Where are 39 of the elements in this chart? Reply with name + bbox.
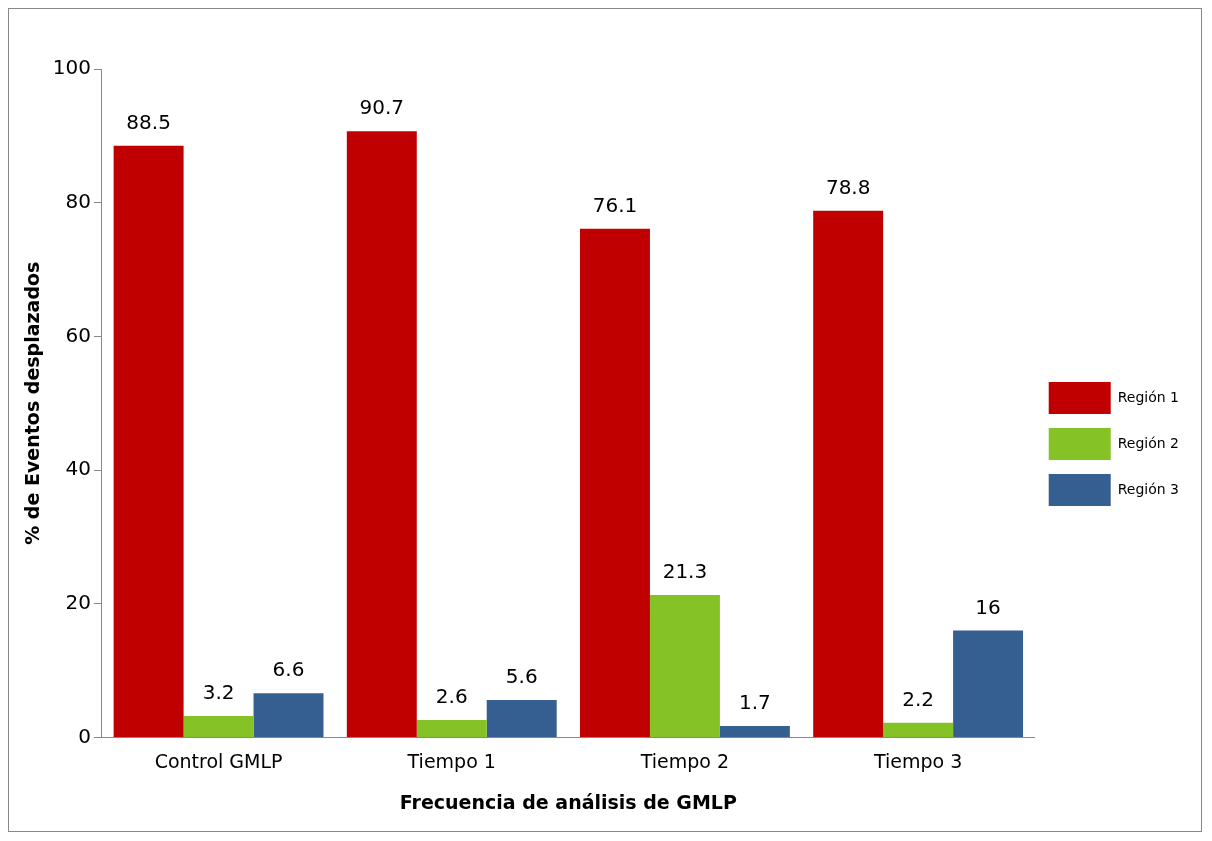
data-label: 76.1 — [592, 192, 638, 217]
bar — [719, 726, 790, 737]
legend-label: Región 1 — [1117, 388, 1180, 405]
data-label: 2.2 — [902, 686, 935, 711]
bar — [113, 145, 184, 737]
bar — [580, 228, 650, 737]
y-tick-label: 40 — [65, 456, 91, 481]
data-label: 21.3 — [662, 559, 708, 584]
y-tick-label: 100 — [52, 55, 91, 80]
x-axis-title: Frecuencia de análisis de GMLP — [399, 790, 737, 813]
y-tick-label: 0 — [78, 723, 91, 748]
x-tick-label: Tiempo 3 — [872, 749, 963, 772]
legend-label: Región 3 — [1117, 480, 1180, 497]
bar — [346, 131, 417, 737]
bar — [649, 595, 720, 737]
data-label: 90.7 — [359, 95, 405, 120]
y-axis-title: % de Eventos desplazados — [21, 261, 44, 545]
data-label: 5.6 — [505, 664, 538, 689]
data-label: 78.8 — [825, 174, 871, 199]
bar — [813, 210, 884, 737]
bar — [416, 720, 487, 737]
y-tick-label: 80 — [65, 188, 91, 213]
legend-label: Región 2 — [1117, 434, 1180, 451]
bar — [883, 722, 954, 737]
bar — [183, 716, 254, 737]
data-label: 3.2 — [202, 680, 235, 705]
y-tick-label: 60 — [65, 322, 91, 347]
data-label: 1.7 — [738, 690, 771, 715]
x-tick-label: Tiempo 2 — [639, 749, 730, 772]
data-label: 88.5 — [126, 110, 171, 135]
bar — [953, 630, 1024, 737]
bar — [253, 693, 324, 737]
bar — [486, 699, 557, 737]
data-label: 16 — [975, 594, 1001, 619]
y-tick-label: 20 — [65, 589, 91, 614]
data-label: 6.6 — [272, 657, 305, 682]
x-tick-label: Tiempo 1 — [406, 749, 496, 772]
x-tick-label: Control GMLP — [154, 749, 283, 772]
data-label: 2.6 — [435, 684, 468, 709]
